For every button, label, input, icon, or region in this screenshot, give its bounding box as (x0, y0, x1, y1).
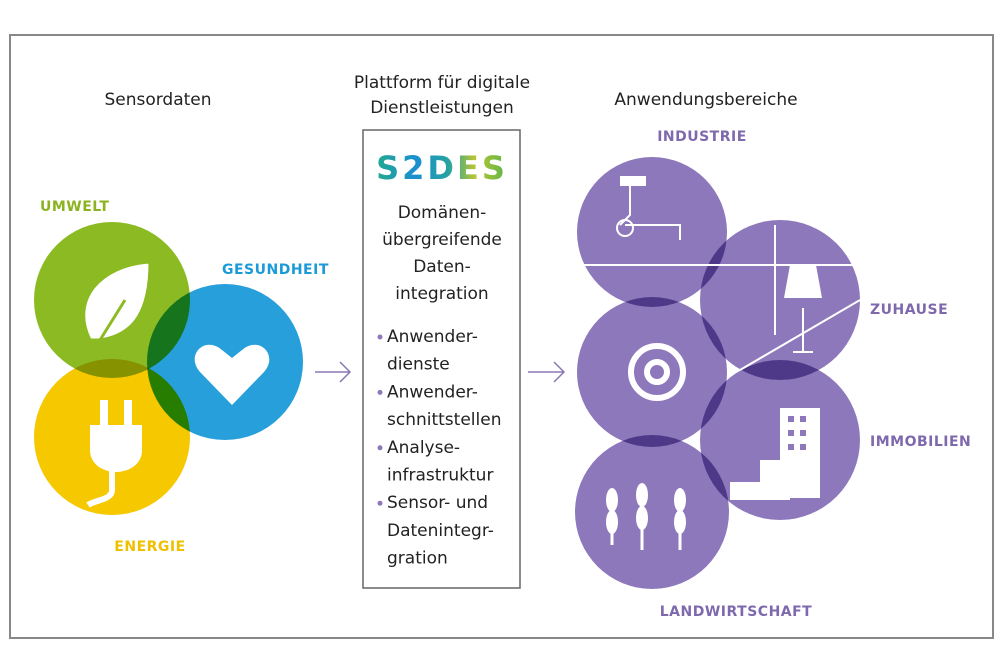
bullet-dot (377, 389, 383, 395)
app-label: INDUSTRIE (657, 129, 747, 145)
platform-heading: Plattform für digitale (354, 73, 530, 93)
description-line: übergreifende (382, 230, 502, 250)
center-circle (577, 297, 727, 447)
sensor-label: GESUNDHEIT (222, 262, 329, 278)
bullet-dot (377, 445, 383, 451)
zuhause-circle (700, 220, 860, 380)
bullet-line: infrastruktur (387, 466, 493, 486)
platform-heading: Dienstleistungen (370, 98, 514, 118)
description-line: Domänen- (398, 203, 487, 223)
window-grid (788, 416, 806, 450)
app-fills (606, 176, 822, 534)
bullet-line: gration (387, 549, 448, 569)
bullet-line: Anwender- (387, 327, 478, 347)
bullet-line: Anwender- (387, 382, 478, 402)
landwirtschaft-circle (575, 435, 729, 589)
arrows (315, 361, 566, 383)
bullet-line: Datenintegr- (387, 521, 494, 541)
bullet-line: Analyse- (387, 438, 460, 458)
bullet-line: Sensor- und (387, 493, 488, 513)
sensor-circles (34, 222, 303, 515)
bullet-dot (377, 334, 383, 340)
app-label: ZUHAUSE (870, 302, 948, 318)
bullet-line: dienste (387, 355, 450, 375)
sensor-heading: Sensordaten (104, 90, 211, 110)
logo: S2DES (376, 149, 508, 187)
leaf-icon (82, 260, 152, 342)
bullet-line: schnittstellen (387, 410, 501, 430)
description-line: Daten- (413, 257, 471, 277)
app-label: IMMOBILIEN (870, 434, 971, 450)
description-line: integration (395, 284, 488, 304)
frame (9, 34, 994, 639)
app-label: LANDWIRTSCHAFT (660, 604, 812, 620)
app-heading: Anwendungsbereiche (614, 90, 797, 110)
platform-box (362, 129, 521, 589)
sensor-label: ENERGIE (114, 539, 185, 555)
heart-icon (194, 344, 270, 405)
sensor-label: UMWELT (40, 199, 109, 215)
bullet-dot (377, 500, 383, 506)
application-circles (575, 157, 861, 589)
industrie-circle (577, 157, 727, 307)
plug-icon (86, 400, 142, 508)
